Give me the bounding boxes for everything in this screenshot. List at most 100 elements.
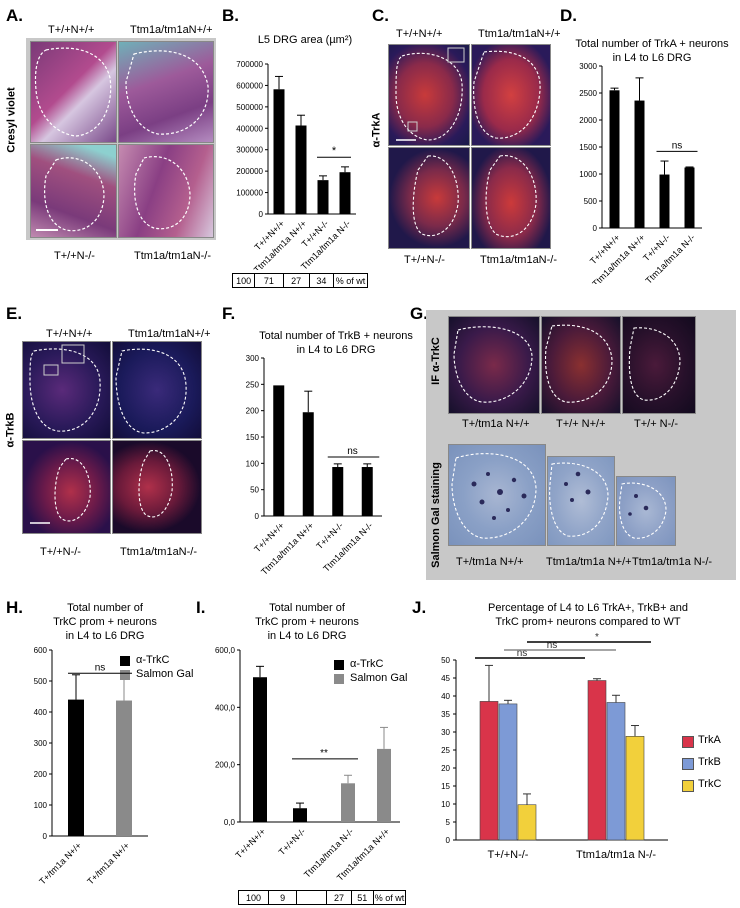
pct-cell: 34 (310, 274, 335, 287)
y-tick-label: 0,0 (224, 818, 236, 827)
micrograph-c-double (471, 147, 551, 249)
chart-f-title-line2: in L4 to L6 DRG (296, 344, 376, 356)
bar-trka (587, 680, 607, 841)
bar (609, 90, 620, 228)
pct-cell: % of wt (374, 892, 405, 903)
legend-h-swatch-trkc (120, 656, 130, 666)
panel-label-d: D. (560, 6, 577, 25)
chart-d-title-line1: Total number of TrkA + neurons (575, 38, 729, 50)
micrograph-e-wt (22, 341, 111, 439)
panel-g-bottom-label-3: Ttm1a/tm1a N-/- (632, 556, 713, 568)
panel-label-c: C. (372, 6, 389, 25)
panel-e-outlines (29, 344, 187, 524)
y-tick-label: 15 (441, 782, 450, 791)
x-category-label: T+/tm1a N+/+ (85, 840, 131, 886)
bar (684, 167, 695, 228)
micrograph-a-double (118, 144, 214, 238)
y-tick-label: 100 (34, 801, 48, 810)
pct-cell: 51 (352, 891, 374, 904)
panel-a-genotype-top-left: T+/+N+/+ (48, 24, 95, 36)
panel-label-j: J. (412, 598, 427, 617)
y-tick-label: 50 (250, 486, 259, 495)
panel-b-percent-table: 100 71 27 34 % of wt (232, 273, 368, 288)
y-tick-label: 2500 (579, 89, 597, 98)
y-tick-label: 0 (593, 224, 598, 233)
panel-a-genotype-bottom-left: T+/+N-/- (54, 250, 95, 262)
y-tick-label: 25 (441, 746, 450, 755)
x-category-label: T+/+N+/+ (233, 826, 267, 860)
chart-h-title-line3: in L4 to L6 DRG (65, 630, 145, 642)
significance-label: ns (547, 640, 558, 651)
x-category-label: Ttm1a/tm1a N-/- (576, 849, 656, 861)
y-tick-label: 50 (441, 656, 450, 665)
panel-label-g: G. (410, 304, 428, 323)
y-tick-label: 700000 (236, 60, 263, 69)
panel-g-bottom-label-1: T+/tm1a N+/+ (456, 556, 524, 568)
significance-label: * (332, 145, 337, 157)
y-tick-label: 0 (43, 832, 48, 841)
micrograph-g-salmon-2 (547, 456, 615, 546)
legend-h-label-trkc: α-TrkC (136, 654, 170, 666)
micrograph-c-tm1a (471, 44, 551, 146)
panel-g-top-label-1: T+/tm1a N+/+ (462, 418, 530, 430)
panel-a-outlines (34, 47, 209, 232)
micrograph-e-n-null (22, 440, 111, 534)
bar (634, 100, 645, 228)
panel-c-genotype-bottom-left: T+/+N-/- (404, 254, 445, 266)
pct-cell: % of wt (335, 275, 366, 286)
y-tick-label: 300 (34, 739, 48, 748)
micrograph-c-wt (388, 44, 470, 146)
panel-g-stain-top: IF α-TrkC (430, 337, 442, 385)
bar (68, 699, 84, 836)
panel-e-genotype-top-right: Ttm1a/tm1aN+/+ (128, 328, 211, 340)
chart-h: 0 100 200 300 400 500 600 T+/tm1a N+/+ T+/tm1a N… (34, 646, 148, 887)
panel-label-f: F. (222, 304, 236, 323)
chart-b-title: L5 DRG area (µm²) (257, 34, 353, 46)
legend-j-label-trka: TrkA (698, 734, 721, 746)
y-tick-label: 45 (441, 674, 450, 683)
x-category-label: Ttm1a/tm1a N+/+ (259, 520, 316, 576)
significance-label: * (595, 632, 599, 643)
bar (273, 385, 285, 516)
chart-j-title-line2: TrkC prom+ neurons compared to WT (495, 616, 681, 628)
bar (659, 174, 670, 228)
micrograph-g-trkc-2 (541, 316, 621, 414)
bar (361, 467, 373, 516)
legend-i-label-salmon: Salmon Gal (350, 672, 408, 684)
panel-g-stain-bottom: Salmon Gal staining (430, 462, 442, 568)
x-category-label: T+/tm1a N+/+ (37, 840, 83, 886)
micrograph-g-trkc-3 (622, 316, 696, 414)
pct-cell: 27 (284, 274, 310, 287)
legend-j-swatch-trkc (682, 780, 694, 792)
chart-d: 050010001500200025003000T+/+N+/+Ttm1a/tm… (579, 62, 702, 284)
legend-j-swatch-trkb (682, 758, 694, 770)
y-tick-label: 2000 (579, 116, 597, 125)
bar (341, 783, 355, 822)
bar (377, 748, 391, 822)
panel-label-b: B. (222, 6, 239, 25)
significance-label: ns (95, 662, 106, 673)
panel-label-e: E. (6, 304, 23, 323)
bar-trkb (606, 702, 626, 841)
panel-g-top-label-3: T+/+ N-/- (634, 418, 679, 430)
panel-label-a: A. (6, 6, 23, 25)
legend-i-swatch-trkc (334, 660, 344, 670)
panel-c-genotype-top-left: T+/+N+/+ (396, 28, 443, 40)
bar-trka (479, 701, 499, 841)
panel-a-stain-label: Cresyl violet (6, 87, 19, 153)
y-tick-label: 200 (246, 407, 260, 416)
legend-j-label-trkc: TrkC (698, 778, 722, 790)
significance-label: ns (672, 140, 683, 151)
x-category-label: T+/+N-/- (488, 849, 529, 861)
legend-h-swatch-salmon (120, 670, 130, 680)
panel-c-outlines (395, 47, 541, 238)
legend-j-label-trkb: TrkB (698, 756, 721, 768)
panel-g-top-label-2: T+/+ N+/+ (556, 418, 606, 430)
y-tick-label: 200,0 (215, 761, 236, 770)
y-tick-label: 300 (246, 354, 260, 363)
significance-label: ** (320, 748, 328, 759)
y-tick-label: 20 (441, 764, 450, 773)
chart-i-title-line2: TrkC prom + neurons (255, 616, 359, 628)
